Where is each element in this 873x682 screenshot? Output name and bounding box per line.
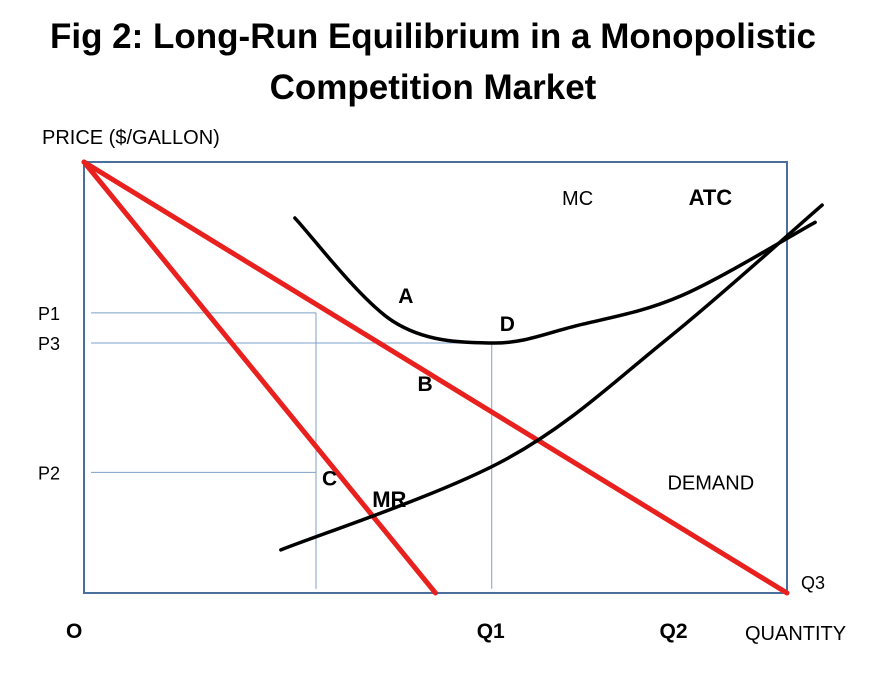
guide-lines <box>91 312 493 589</box>
curve-labels: DEMAND MR MC ATC <box>372 185 754 512</box>
curve-label-mc: MC <box>562 188 593 210</box>
y-axis-label: PRICE ($/GALLON) <box>42 127 220 149</box>
mr-curve <box>81 159 438 596</box>
x-axis-label: QUANTITY <box>745 623 846 645</box>
point-label-b: B <box>418 373 433 396</box>
demand-curve <box>81 159 790 596</box>
tick-labels: P1 P3 P2 Q1 Q2 Q3 <box>38 304 825 643</box>
point-label-d: D <box>500 313 515 336</box>
y-tick-p1: P1 <box>38 304 60 324</box>
point-labels: A D B C <box>322 285 515 490</box>
chart-title-line-2: Competition Market <box>270 68 597 107</box>
curves <box>81 159 824 596</box>
mc-curve <box>279 203 824 552</box>
curve-label-atc: ATC <box>689 185 733 210</box>
y-tick-p2: P2 <box>38 463 60 483</box>
x-tick-q1: Q1 <box>477 620 505 643</box>
chart-title-line-1: Fig 2: Long-Run Equilibrium in a Monopol… <box>50 17 816 56</box>
curve-label-mr: MR <box>372 487 406 512</box>
x-tick-q3: Q3 <box>801 573 825 593</box>
point-label-c: C <box>322 467 337 490</box>
curve-label-demand: DEMAND <box>667 473 754 495</box>
y-tick-p3: P3 <box>38 334 60 354</box>
atc-curve <box>293 216 817 345</box>
x-tick-q2: Q2 <box>660 620 688 643</box>
point-label-a: A <box>398 285 413 308</box>
origin-label: O <box>66 620 82 643</box>
